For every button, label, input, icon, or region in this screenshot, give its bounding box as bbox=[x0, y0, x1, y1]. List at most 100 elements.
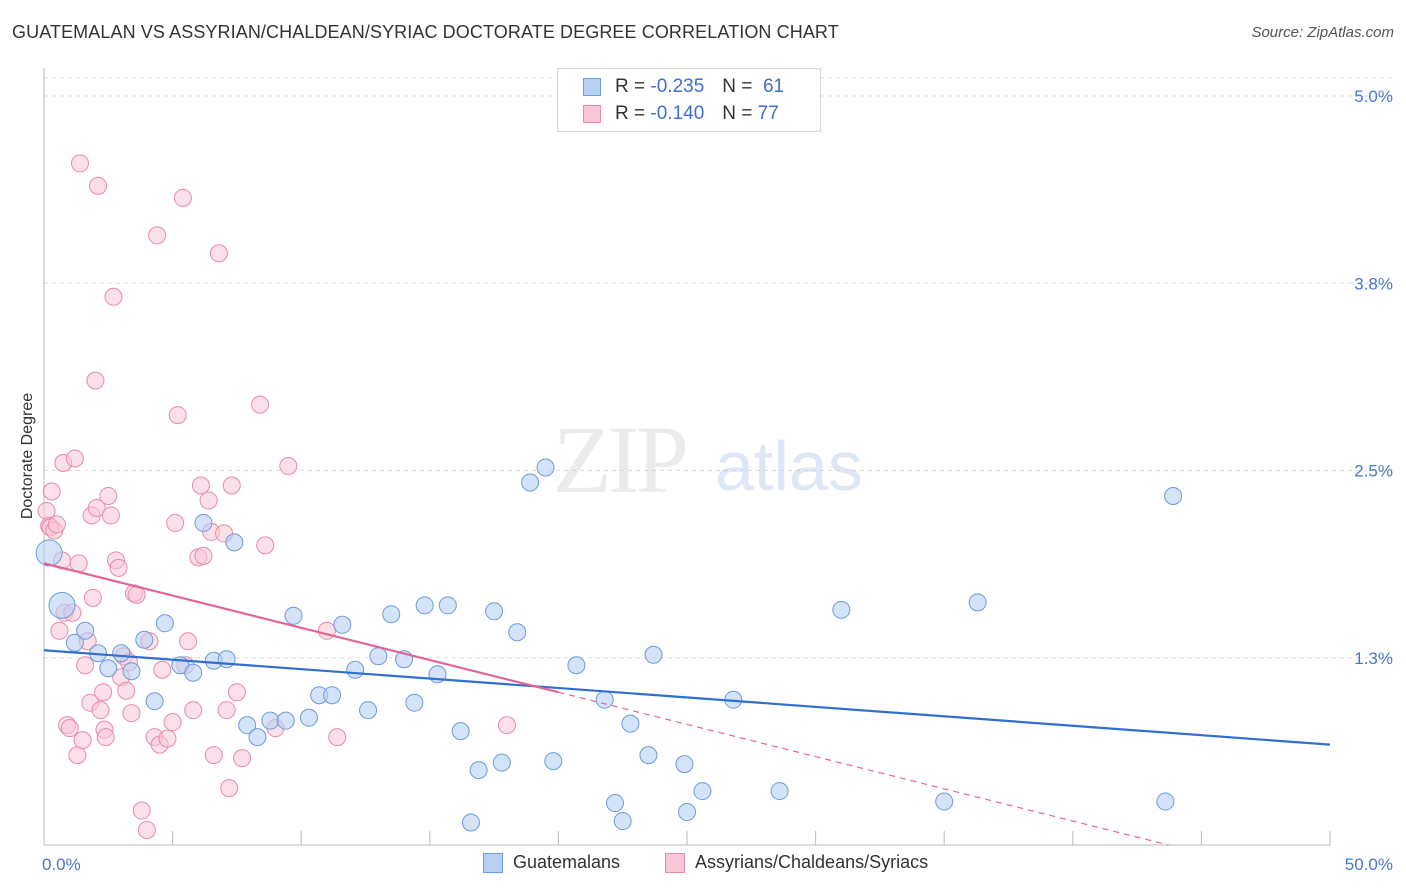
data-point-assyrian bbox=[42, 482, 61, 501]
data-point-assyrian bbox=[89, 176, 108, 195]
data-point-guatemalan bbox=[567, 656, 586, 675]
data-point-assyrian bbox=[233, 749, 252, 768]
data-point-assyrian bbox=[204, 746, 223, 765]
legend-swatch-pink bbox=[583, 105, 601, 123]
data-point-guatemalan bbox=[323, 686, 342, 705]
data-point-assyrian bbox=[87, 498, 106, 517]
legend-r-label: R = bbox=[615, 76, 646, 97]
data-point-guatemalan bbox=[1164, 486, 1183, 505]
data-point-assyrian bbox=[76, 656, 95, 675]
y-tick-label: 2.5% bbox=[1354, 462, 1393, 481]
data-point-guatemalan bbox=[112, 644, 131, 663]
data-point-assyrian bbox=[328, 728, 347, 747]
data-point-guatemalan bbox=[48, 591, 76, 619]
data-point-assyrian bbox=[69, 554, 88, 573]
data-point-guatemalan bbox=[333, 615, 352, 634]
watermark-atlas: atlas bbox=[715, 427, 863, 505]
trend-line-guatemalan bbox=[43, 649, 1331, 746]
data-point-assyrian bbox=[94, 683, 113, 702]
data-point-assyrian bbox=[104, 287, 123, 306]
data-point-assyrian bbox=[96, 728, 115, 747]
data-point-guatemalan bbox=[299, 708, 318, 727]
legend-n-value: 77 bbox=[757, 103, 779, 124]
data-point-assyrian bbox=[227, 683, 246, 702]
series-legend: Guatemalans Assyrians/Chaldeans/Syriacs bbox=[0, 852, 1406, 878]
data-point-assyrian bbox=[251, 395, 270, 414]
data-point-assyrian bbox=[148, 226, 167, 245]
data-point-assyrian bbox=[122, 704, 141, 723]
data-point-guatemalan bbox=[65, 633, 84, 652]
legend-item-assyrians[interactable]: Assyrians/Chaldeans/Syriacs bbox=[665, 852, 928, 873]
y-tick-label: 3.8% bbox=[1354, 274, 1393, 293]
data-point-guatemalan bbox=[194, 513, 213, 532]
data-point-assyrian bbox=[222, 476, 241, 495]
legend-label: Guatemalans bbox=[513, 852, 621, 872]
chart-title: GUATEMALAN VS ASSYRIAN/CHALDEAN/SYRIAC D… bbox=[12, 22, 839, 42]
data-point-assyrian bbox=[83, 588, 102, 607]
data-point-guatemalan bbox=[359, 701, 378, 720]
trend-line-assyrian bbox=[43, 562, 559, 694]
data-point-assyrian bbox=[168, 406, 187, 425]
legend-row-assyrians: R = -0.140 N = 77 bbox=[558, 100, 779, 128]
points-assyrian bbox=[37, 154, 516, 840]
data-point-guatemalan bbox=[284, 606, 303, 625]
data-point-guatemalan bbox=[678, 803, 696, 822]
data-point-assyrian bbox=[86, 371, 105, 390]
data-point-guatemalan bbox=[770, 782, 789, 801]
data-point-assyrian bbox=[65, 449, 84, 468]
watermark-zip: ZIP bbox=[553, 406, 686, 513]
data-point-assyrian bbox=[132, 801, 151, 820]
data-point-guatemalan bbox=[605, 794, 624, 813]
data-point-guatemalan bbox=[451, 722, 470, 741]
data-point-guatemalan bbox=[76, 621, 95, 640]
legend-r-value: -0.235 bbox=[650, 76, 705, 97]
data-point-guatemalan bbox=[621, 714, 640, 733]
data-point-guatemalan bbox=[122, 662, 141, 681]
data-point-guatemalan bbox=[184, 663, 203, 682]
data-point-assyrian bbox=[68, 746, 87, 765]
data-point-guatemalan bbox=[99, 659, 118, 678]
data-point-guatemalan bbox=[536, 458, 555, 477]
data-point-guatemalan bbox=[968, 593, 987, 612]
legend-label: Assyrians/Chaldeans/Syriacs bbox=[695, 852, 929, 872]
data-point-assyrian bbox=[117, 681, 136, 700]
data-point-guatemalan bbox=[248, 728, 267, 747]
data-point-guatemalan bbox=[935, 792, 954, 811]
legend-swatch-pink bbox=[665, 852, 685, 873]
data-point-guatemalan bbox=[693, 782, 712, 801]
legend-row-guatemalans: R = -0.235 N = 61 bbox=[558, 73, 784, 101]
legend-n-value: 61 bbox=[762, 76, 785, 97]
data-point-assyrian bbox=[217, 701, 236, 720]
data-point-guatemalan bbox=[155, 614, 174, 633]
data-point-guatemalan bbox=[145, 692, 164, 711]
data-point-guatemalan bbox=[261, 711, 280, 730]
data-point-assyrian bbox=[179, 632, 198, 651]
data-point-assyrian bbox=[47, 515, 66, 534]
legend-item-guatemalans[interactable]: Guatemalans bbox=[483, 852, 620, 873]
y-tick-label: 1.3% bbox=[1354, 649, 1393, 668]
data-point-guatemalan bbox=[492, 753, 511, 772]
trend-lines bbox=[43, 562, 1331, 846]
data-point-assyrian bbox=[137, 821, 156, 840]
data-point-assyrian bbox=[220, 779, 239, 798]
points-guatemalan bbox=[35, 458, 1183, 832]
data-point-guatemalan bbox=[382, 605, 401, 624]
grid-lines bbox=[44, 77, 1392, 659]
data-point-guatemalan bbox=[225, 533, 244, 552]
data-point-guatemalan bbox=[521, 473, 540, 492]
data-point-guatemalan bbox=[438, 596, 457, 615]
data-point-assyrian bbox=[109, 558, 128, 577]
data-point-assyrian bbox=[158, 729, 177, 748]
data-point-guatemalan bbox=[35, 539, 63, 567]
data-point-guatemalan bbox=[276, 711, 295, 730]
data-point-assyrian bbox=[71, 154, 90, 173]
x-tick-label: 50.0% bbox=[1345, 855, 1393, 874]
data-point-assyrian bbox=[73, 731, 92, 750]
data-point-assyrian bbox=[166, 513, 185, 532]
legend-n-label: N = bbox=[722, 76, 753, 97]
tick-labels: 1.3% 2.5% 3.8% 5.0% 0.0% 50.0% bbox=[42, 87, 1393, 874]
data-point-assyrian bbox=[173, 188, 192, 207]
data-point-assyrian bbox=[60, 719, 79, 738]
legend-swatch-blue bbox=[583, 78, 601, 96]
